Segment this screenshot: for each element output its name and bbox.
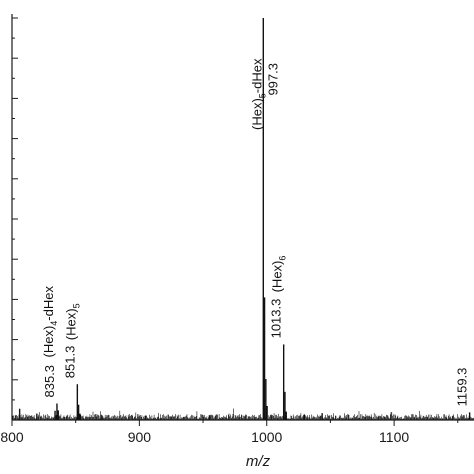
peak-composition-label: (Hex)6 (270, 256, 288, 293)
x-tick-label: 900 (128, 429, 152, 445)
baseline-noise (11, 408, 474, 420)
y-axis-ticks (12, 17, 18, 401)
x-axis-ticks: 800 900 1000 1100 (0, 420, 459, 445)
peak-composition-label: (Hex)4-dHex (41, 286, 59, 358)
peak-annotation: 997.3(Hex)5-dHex (249, 58, 280, 130)
axes (11, 14, 474, 421)
peak-mz-label: 997.3 (265, 63, 280, 96)
x-tick-label: 1000 (251, 429, 282, 445)
x-tick-label: 800 (0, 429, 24, 445)
x-axis-title: m/z (246, 453, 271, 470)
baseline-noise-trace (11, 408, 474, 420)
x-tick-label: 1100 (379, 429, 409, 445)
peak-annotation: 1159.3(Hex)6-dHex (455, 334, 474, 406)
peak-mz-label: 851.3 (62, 346, 77, 379)
peak-composition-label: (Hex)5 (63, 303, 81, 340)
peak-annotation: 1013.3 (Hex)6 (269, 256, 288, 339)
peak-composition-label: (Hex)5-dHex (249, 58, 267, 130)
peak-mz-label: 835.3 (42, 365, 57, 398)
peak-annotation: 835.3 (Hex)4-dHex (41, 286, 59, 398)
peak-mz-label: 1013.3 (269, 299, 284, 339)
peaks (18, 18, 471, 420)
peak-mz-label: 1159.3 (455, 368, 470, 407)
peak-annotation: 851.3 (Hex)5 (62, 303, 81, 378)
